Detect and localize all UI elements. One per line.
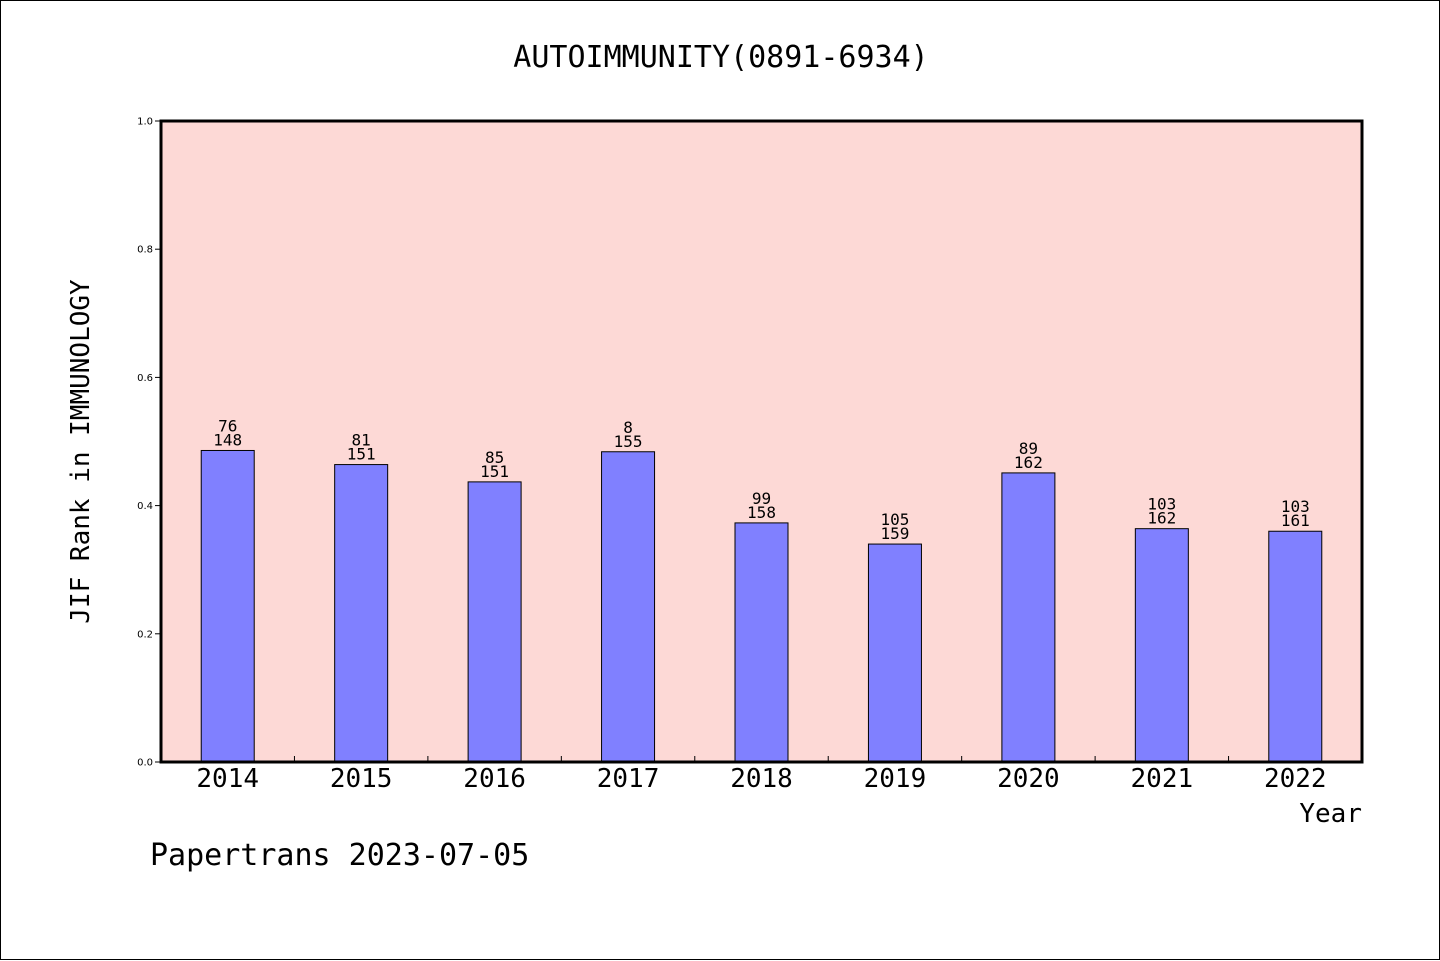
x-tick-label: 2014 <box>196 764 259 794</box>
bar-rank-label: 105 <box>880 510 909 529</box>
bar <box>200 449 255 763</box>
bar <box>1134 528 1189 763</box>
y-tick-label: 0.8 <box>137 245 153 256</box>
bars <box>200 449 1323 763</box>
bar-total-label: 155 <box>614 432 643 451</box>
y-tick-label: 1.0 <box>137 117 153 128</box>
bar-total-label: 162 <box>1147 509 1176 528</box>
bar-total-label: 148 <box>213 430 242 449</box>
bar-rank-label: 76 <box>218 416 237 435</box>
bar-rank-label: 89 <box>1019 439 1038 458</box>
x-tick-label: 2017 <box>597 764 660 794</box>
bar-total-label: 151 <box>480 462 509 481</box>
x-tick-label: 2021 <box>1131 764 1194 794</box>
y-tick-label: 0.2 <box>137 629 153 640</box>
y-axis: 0.0 0.2 0.4 0.6 0.8 1.0 <box>137 117 161 769</box>
x-axis-label: Year <box>1299 799 1362 829</box>
bar-rank-label: 99 <box>752 489 771 508</box>
chart-title: AUTOIMMUNITY(0891-6934) <box>513 40 928 75</box>
bar-rank-label: 103 <box>1281 497 1310 516</box>
bar-total-label: 161 <box>1281 511 1310 530</box>
bar-rank-label: 103 <box>1147 495 1176 514</box>
x-tick-label: 2022 <box>1264 764 1327 794</box>
bar-total-label: 162 <box>1014 453 1043 472</box>
bar-rank-label: 85 <box>485 448 504 467</box>
plot-frame <box>159 119 1364 764</box>
bar <box>734 522 789 763</box>
y-tick-label: 0.0 <box>137 758 153 769</box>
bar <box>1268 530 1323 763</box>
bar <box>1001 472 1056 763</box>
bar-rank-label: 8 <box>623 418 633 437</box>
x-tick-label: 2015 <box>330 764 393 794</box>
bar-total-label: 159 <box>880 524 909 543</box>
y-tick-label: 0.6 <box>137 373 153 384</box>
bar-rank-label: 81 <box>352 431 371 450</box>
x-tick-label: 2020 <box>997 764 1060 794</box>
y-tick-label: 0.4 <box>137 501 153 512</box>
bar-total-label: 158 <box>747 503 776 522</box>
x-tick-label: 2019 <box>864 764 927 794</box>
bar <box>867 543 922 763</box>
y-axis-label: JIF Rank in IMMUNOLOGY <box>66 279 96 624</box>
bar <box>601 451 656 763</box>
bar <box>334 464 389 763</box>
bar <box>467 481 522 763</box>
footer-credit: Papertrans 2023-07-05 <box>150 838 529 873</box>
x-tick-label: 2018 <box>730 764 793 794</box>
x-axis: 2014 2015 2016 2017 2018 2019 2020 2021 2022 <box>196 756 1327 794</box>
bar-total-label: 151 <box>347 445 376 464</box>
x-tick-label: 2016 <box>463 764 526 794</box>
